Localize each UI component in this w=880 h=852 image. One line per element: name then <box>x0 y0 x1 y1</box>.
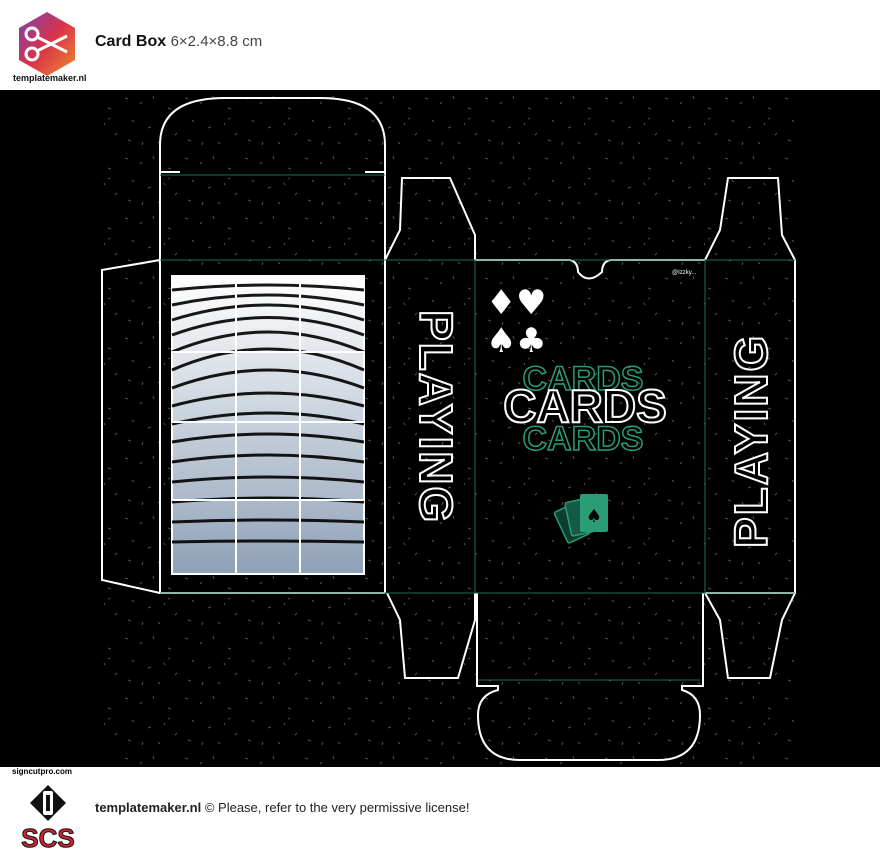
front-echo-top: CARDS <box>523 360 644 398</box>
suit-club-icon: ♣ <box>516 321 546 361</box>
logo-caption: templatemaker.nl <box>13 73 87 83</box>
suit-spade-icon: ♠ <box>486 321 516 361</box>
side-text-right: PLAYING <box>725 334 777 548</box>
suit-heart-icon: ♥ <box>516 283 546 323</box>
suit-diamond-icon: ♦ <box>486 283 516 323</box>
page-title: Card Box 6×2.4×8.8 cm <box>95 33 262 51</box>
dieline-canvas: PLAYING PLAYING @Izzky... ♦ ♥ ♠ ♣ CARDS … <box>0 90 880 767</box>
scs-logo-icon[interactable]: SCS <box>16 779 80 849</box>
license-notice: templatemaker.nl © Please, refer to the … <box>95 800 469 815</box>
top-tuck-flap <box>159 97 386 260</box>
front-big-text: CARDS <box>503 380 667 432</box>
footer-brand-link[interactable]: templatemaker.nl <box>95 800 202 815</box>
card-box-template: PLAYING PLAYING @Izzky... ♦ ♥ ♠ ♣ CARDS … <box>100 90 796 767</box>
front-echo-bottom: CARDS <box>523 420 644 458</box>
scs-letters: SCS <box>21 823 74 849</box>
template-dimensions: 6×2.4×8.8 cm <box>170 33 263 50</box>
card-fan-icon: ♠ <box>553 494 608 544</box>
svg-text:♠: ♠ <box>586 506 602 527</box>
header: templatemaker.nl Card Box 6×2.4×8.8 cm <box>0 0 880 90</box>
footer: signcutpro.com SCS templatemaker.nl © Pl… <box>0 767 880 852</box>
front-panel: @Izzky... ♦ ♥ ♠ ♣ CARDS CARDS CARDS ♠ <box>486 270 697 544</box>
side-text-left: PLAYING <box>410 310 462 524</box>
template-name: Card Box <box>95 33 167 50</box>
license-text[interactable]: © Please, refer to the very permissive l… <box>204 800 470 815</box>
fold-lines <box>160 174 795 681</box>
credit-tag: @Izzky... <box>672 270 697 276</box>
templatemaker-logo-icon[interactable] <box>12 10 82 84</box>
back-panel-artwork <box>171 275 365 575</box>
scs-caption: signcutpro.com <box>12 767 73 776</box>
glue-flap <box>101 259 161 594</box>
